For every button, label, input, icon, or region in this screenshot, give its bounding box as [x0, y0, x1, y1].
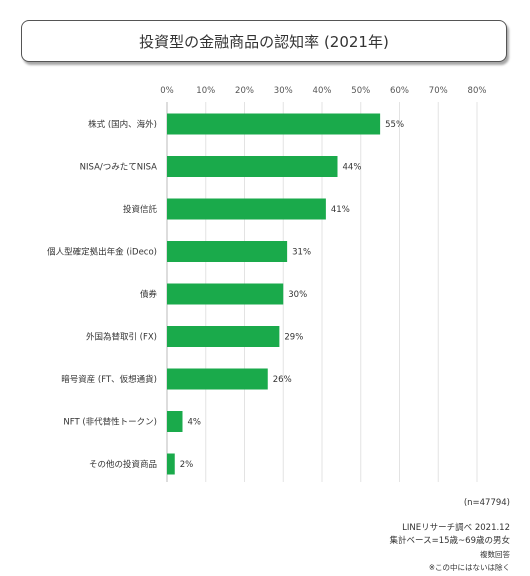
category-label: 投資信託 [123, 204, 158, 215]
x-tick-label: 70% [429, 86, 448, 96]
category-label: 株式 (国内、海外) [88, 119, 157, 130]
bar [167, 283, 284, 305]
x-tick-label: 40% [313, 86, 332, 96]
value-label: 31% [292, 248, 311, 258]
exclusion-note: ※この中にはないは除く [428, 563, 510, 572]
x-tick-label: 20% [235, 86, 254, 96]
value-label: 26% [273, 375, 292, 385]
bar [167, 326, 280, 347]
bar [167, 113, 381, 135]
category-label: NFT (非代替性トークン) [63, 417, 157, 428]
sample-size: (n=47794) [463, 498, 510, 508]
value-label: 55% [385, 120, 404, 130]
x-tick-label: 80% [468, 86, 487, 96]
category-label: 外国為替取引 (FX) [86, 332, 157, 343]
chart-title-box: 投資型の金融商品の認知率 (2021年) [21, 20, 507, 62]
bar [167, 198, 326, 220]
x-tick-label: 50% [351, 86, 370, 96]
x-tick-label: 60% [390, 86, 409, 96]
value-label: 4% [188, 418, 202, 428]
bar [167, 241, 288, 262]
bar [167, 368, 268, 390]
value-label: 41% [331, 205, 350, 215]
category-label: 債券 [140, 289, 158, 300]
category-label: 個人型確定拠出年金 (iDeco) [47, 247, 157, 258]
source-note: LINEリサーチ調べ 2021.12 [402, 523, 510, 533]
answer-type-note: 複数回答 [480, 550, 510, 559]
category-label: その他の投資商品 [89, 459, 157, 470]
x-tick-label: 30% [274, 86, 293, 96]
x-tick-label: 0% [160, 86, 174, 96]
bar [167, 156, 338, 177]
category-label: NISA/つみたてNISA [80, 163, 158, 173]
bar-chart: 0% 10% 20% 30% 40% 50% 60% 70% 80% 株式 (国内、海外) 55% N… [47, 86, 487, 482]
chart-footer: (n=47794) LINEリサーチ調べ 2021.12 集計ベース=15歳~6… [390, 497, 510, 574]
bar [167, 453, 175, 475]
x-tick-label: 10% [196, 86, 215, 96]
value-label: 30% [288, 290, 307, 300]
base-note: 集計ベース=15歳~69歳の男女 [389, 536, 510, 546]
value-label: 2% [180, 460, 194, 470]
value-label: 44% [343, 163, 362, 173]
category-label: 暗号資産 (FT、仮想通貨) [61, 374, 157, 385]
bar [167, 411, 183, 432]
value-label: 29% [284, 333, 303, 343]
chart-title: 投資型の金融商品の認知率 (2021年) [139, 32, 389, 51]
